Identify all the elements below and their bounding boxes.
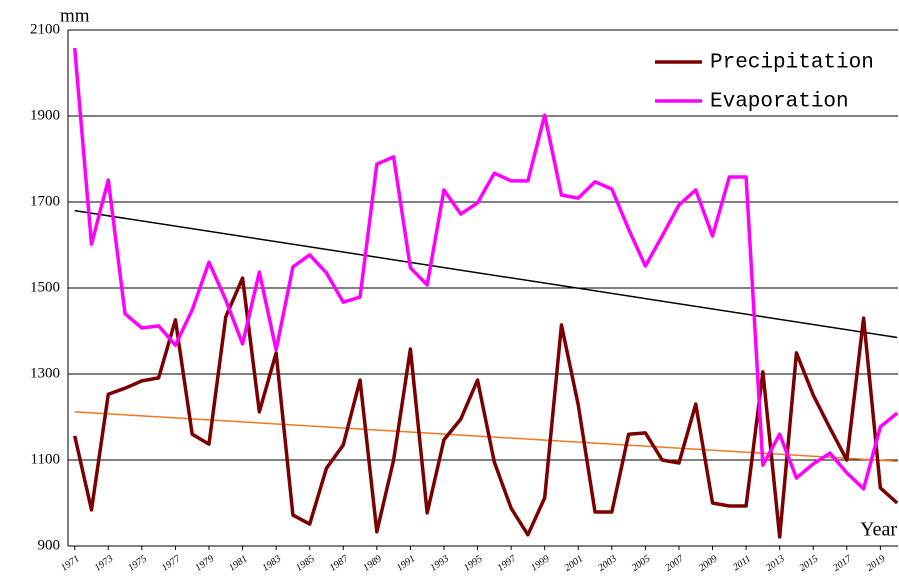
x-tick-label: 2005 <box>630 553 653 573</box>
y-tick-label: 1700 <box>30 193 60 209</box>
legend-label: Evaporation <box>710 91 849 114</box>
x-tick-label: 1991 <box>395 553 418 573</box>
x-tick-label: 1985 <box>294 553 317 573</box>
y-tick-label: 900 <box>38 537 61 553</box>
x-axis-label: Year <box>860 519 897 541</box>
x-tick-label: 2003 <box>596 553 619 573</box>
data-line <box>73 276 899 539</box>
x-tick-label: 2007 <box>663 553 687 574</box>
x-tick-label: 2013 <box>764 553 787 573</box>
x-tick-label: 1979 <box>193 553 216 573</box>
x-tick-label: 1973 <box>93 553 116 573</box>
x-tick-label: 1993 <box>428 553 451 573</box>
x-tick-label: 1995 <box>462 553 485 573</box>
legend-label: Precipitation <box>710 52 874 75</box>
y-tick-label: 1900 <box>30 107 60 123</box>
trend-line <box>74 209 898 339</box>
x-tick-label: 1987 <box>328 553 352 574</box>
x-tick-label: 2011 <box>731 553 753 573</box>
data-line <box>72 47 899 491</box>
y-tick-label: 2100 <box>30 21 60 37</box>
x-tick-label: 1997 <box>495 553 519 574</box>
y-tick-label: 1100 <box>31 451 60 467</box>
y-axis-label: mm <box>60 5 90 26</box>
x-tick-label: 1971 <box>59 553 82 573</box>
x-tick-label: 2017 <box>831 553 855 574</box>
x-tick-label: 1981 <box>227 553 250 573</box>
y-tick-label: 1300 <box>30 365 60 381</box>
x-tick-label: 1977 <box>160 553 184 574</box>
y-tick-label: 1500 <box>30 279 60 295</box>
x-tick-label: 1975 <box>126 553 149 573</box>
x-tick-label: 1989 <box>361 553 384 573</box>
x-tick-label: 2009 <box>697 553 720 573</box>
x-tick-label: 2019 <box>865 553 888 573</box>
x-tick-label: 2001 <box>563 553 586 573</box>
x-tick-label: 1999 <box>529 553 552 573</box>
x-tick-label: 1983 <box>260 553 283 573</box>
x-tick-label: 2015 <box>798 553 821 573</box>
